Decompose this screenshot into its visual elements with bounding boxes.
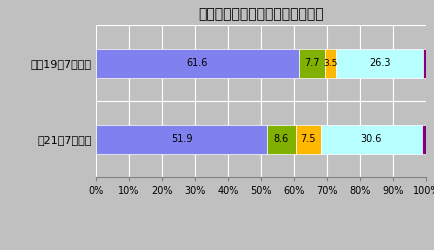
Bar bbox=[392, 25, 425, 101]
Bar bbox=[359, 25, 392, 101]
Bar bbox=[293, 101, 326, 178]
Text: 7.5: 7.5 bbox=[299, 134, 315, 144]
Bar bbox=[194, 25, 227, 101]
Bar bbox=[260, 25, 293, 101]
Bar bbox=[194, 101, 227, 178]
Bar bbox=[95, 125, 266, 154]
Bar bbox=[295, 125, 320, 154]
Bar bbox=[128, 101, 161, 178]
Bar bbox=[128, 25, 161, 101]
Text: 61.6: 61.6 bbox=[187, 58, 208, 68]
Text: 30.6: 30.6 bbox=[360, 134, 381, 144]
Bar bbox=[359, 101, 392, 178]
Bar bbox=[324, 48, 335, 78]
Bar bbox=[392, 101, 425, 178]
Bar bbox=[227, 25, 260, 101]
Bar bbox=[95, 48, 299, 78]
Title: 食品産業の農業参入への取り組み: 食品産業の農業参入への取り組み bbox=[198, 7, 323, 21]
Bar bbox=[161, 25, 194, 101]
Bar bbox=[335, 48, 422, 78]
Text: 51.9: 51.9 bbox=[171, 134, 192, 144]
Bar bbox=[260, 101, 293, 178]
Bar bbox=[95, 101, 128, 178]
Text: 8.6: 8.6 bbox=[273, 134, 289, 144]
Bar bbox=[227, 101, 260, 178]
Bar bbox=[422, 48, 425, 78]
Bar bbox=[266, 125, 295, 154]
Bar bbox=[326, 25, 359, 101]
Text: 3.5: 3.5 bbox=[322, 58, 337, 68]
Text: 7.7: 7.7 bbox=[304, 58, 319, 68]
Text: 26.3: 26.3 bbox=[368, 58, 390, 68]
Bar bbox=[299, 48, 324, 78]
Bar bbox=[421, 125, 426, 154]
Bar bbox=[95, 25, 128, 101]
Bar bbox=[320, 125, 421, 154]
Bar bbox=[161, 101, 194, 178]
Bar bbox=[293, 25, 326, 101]
Bar bbox=[326, 101, 359, 178]
